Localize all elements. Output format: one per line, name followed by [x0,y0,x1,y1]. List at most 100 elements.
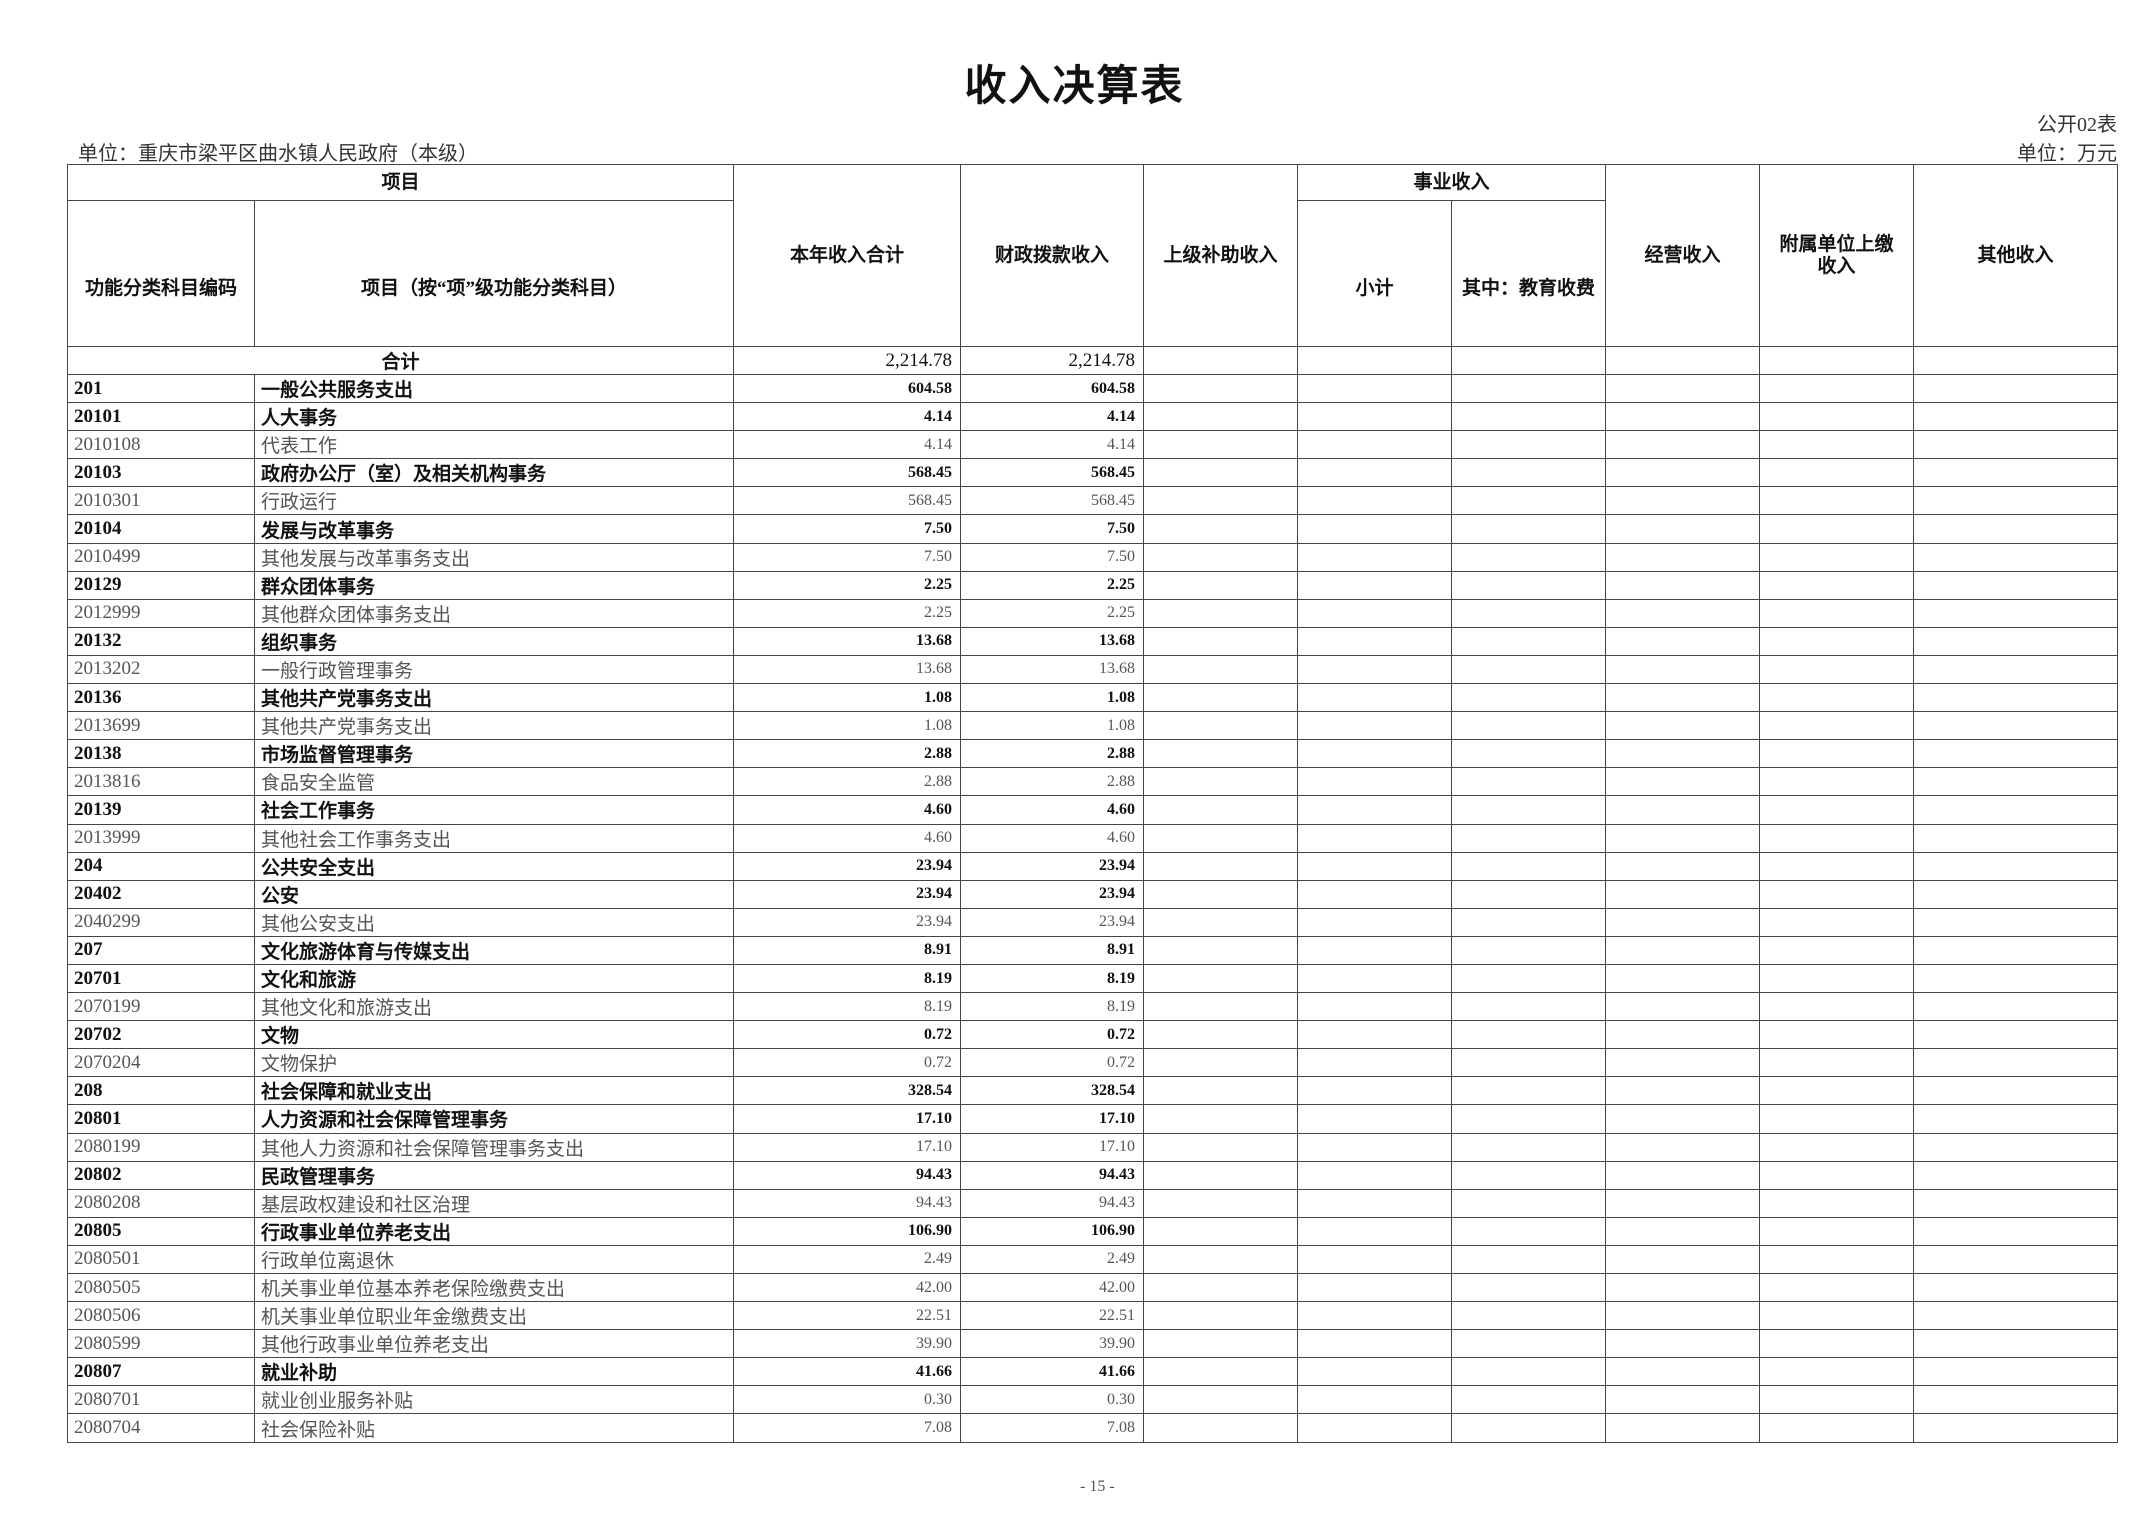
row-name: 其他文化和旅游支出 [253,992,735,1022]
row-name: 文物保护 [253,1048,735,1078]
row-code: 20701 [67,963,255,994]
row-total-income: 568.45 [733,458,962,488]
empty-cell [1605,1048,1761,1078]
empty-cell [1759,1048,1915,1078]
row-fiscal: 22.51 [960,1301,1145,1331]
empty-cell [1451,907,1607,937]
row-name: 民政管理事务 [253,1160,735,1190]
row-fiscal: 1.08 [960,683,1145,713]
table-row: 2080199 其他人力资源和社会保障管理事务支出 17.10 17.10 [67,1132,2119,1162]
row-fiscal: 94.43 [960,1160,1145,1190]
empty-cell [1913,402,2119,432]
empty-cell [1451,823,1607,853]
empty-cell [1143,795,1299,825]
empty-cell [1451,963,1607,994]
empty-cell [1143,1244,1299,1275]
row-code: 20136 [67,683,255,713]
row-total-income: 17.10 [733,1104,962,1134]
header-superior-subsidy: 上级补助收入 [1143,164,1299,347]
empty-cell [1451,1132,1607,1162]
row-total-income: 23.94 [733,879,962,909]
row-name: 一般公共服务支出 [253,373,735,404]
empty-cell [1759,767,1915,797]
row-total-income: 1.08 [733,683,962,713]
row-total-income: 7.50 [733,514,962,544]
empty-cell [1913,1104,2119,1134]
row-total-income: 23.94 [733,907,962,937]
row-code: 2070204 [67,1048,255,1078]
empty-cell [1913,514,2119,544]
empty-cell [1605,1216,1761,1246]
empty-cell [1297,1385,1453,1415]
row-name: 发展与改革事务 [253,514,735,544]
empty-cell [1143,823,1299,853]
empty-cell [1143,992,1299,1022]
empty-cell [1759,598,1915,628]
row-code: 2080701 [67,1385,255,1415]
empty-cell [1605,1132,1761,1162]
empty-cell [1605,514,1761,544]
row-code: 2080199 [67,1132,255,1162]
empty-cell [1297,402,1453,432]
row-name: 公共安全支出 [253,851,735,881]
row-total-income: 4.14 [733,402,962,432]
table-row: 20103 政府办公厅（室）及相关机构事务 568.45 568.45 [67,458,2119,488]
empty-cell [1297,907,1453,937]
empty-cell [1297,654,1453,685]
row-name: 政府办公厅（室）及相关机构事务 [253,458,735,488]
row-code: 20802 [67,1160,255,1190]
empty-cell [1451,514,1607,544]
empty-cell [1913,1413,2119,1443]
row-total-income: 39.90 [733,1329,962,1359]
header-other: 其他收入 [1913,164,2119,347]
empty-cell [1913,1076,2119,1106]
row-total-income: 94.43 [733,1188,962,1218]
row-fiscal: 42.00 [960,1272,1145,1303]
row-fiscal: 23.94 [960,879,1145,909]
page-title: 收入决算表 [964,64,1185,110]
row-fiscal: 7.08 [960,1413,1145,1443]
empty-cell [1605,795,1761,825]
empty-cell [1143,1104,1299,1134]
row-fiscal: 0.72 [960,1048,1145,1078]
row-fiscal: 94.43 [960,1188,1145,1218]
empty-cell [1143,851,1299,881]
empty-cell [1451,458,1607,488]
empty-cell [1913,430,2119,460]
empty-cell [1605,1104,1761,1134]
empty-cell [1759,1329,1915,1359]
empty-cell [1913,935,2119,965]
empty-cell [1759,992,1915,1022]
empty-cell [1605,654,1761,685]
header-fiscal: 财政拨款收入 [960,164,1145,347]
empty-cell [1297,1104,1453,1134]
table-row: 2013699 其他共产党事务支出 1.08 1.08 [67,711,2119,741]
empty-cell [1297,570,1453,600]
empty-cell [1451,1357,1607,1387]
empty-cell [1913,795,2119,825]
empty-cell [1605,683,1761,713]
row-total-income: 2.25 [733,598,962,628]
table-row: 2070204 文物保护 0.72 0.72 [67,1048,2119,1078]
table-row: 20802 民政管理事务 94.43 94.43 [67,1160,2119,1190]
row-total-income: 0.30 [733,1385,962,1415]
empty-cell [1297,739,1453,769]
row-name: 其他社会工作事务支出 [253,823,735,853]
table-row: 2010301 行政运行 568.45 568.45 [67,486,2119,516]
row-total-income: 604.58 [733,373,962,404]
row-name: 人大事务 [253,402,735,432]
empty-cell [1913,1329,2119,1359]
empty-cell [1143,542,1299,572]
empty-cell [1143,626,1299,656]
row-fiscal: 17.10 [960,1104,1145,1134]
table-row: 2080704 社会保险补贴 7.08 7.08 [67,1413,2119,1443]
empty-cell [1605,1413,1761,1443]
empty-cell [1451,1160,1607,1190]
empty-cell [1759,879,1915,909]
empty-cell [1297,430,1453,460]
empty-cell [1605,935,1761,965]
table-row: 20801 人力资源和社会保障管理事务 17.10 17.10 [67,1104,2119,1134]
row-total-income: 42.00 [733,1272,962,1303]
empty-cell [1143,402,1299,432]
table-row: 2013816 食品安全监管 2.88 2.88 [67,767,2119,797]
